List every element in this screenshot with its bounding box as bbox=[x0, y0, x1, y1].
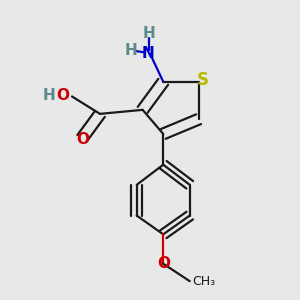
Text: CH₃: CH₃ bbox=[192, 275, 215, 288]
Text: N: N bbox=[141, 46, 154, 61]
Text: S: S bbox=[197, 71, 209, 89]
Text: H: H bbox=[142, 26, 155, 41]
Text: O: O bbox=[76, 132, 89, 147]
Text: H: H bbox=[124, 44, 137, 59]
Text: O: O bbox=[56, 88, 69, 103]
Text: H: H bbox=[42, 88, 55, 103]
Text: O: O bbox=[157, 256, 170, 271]
